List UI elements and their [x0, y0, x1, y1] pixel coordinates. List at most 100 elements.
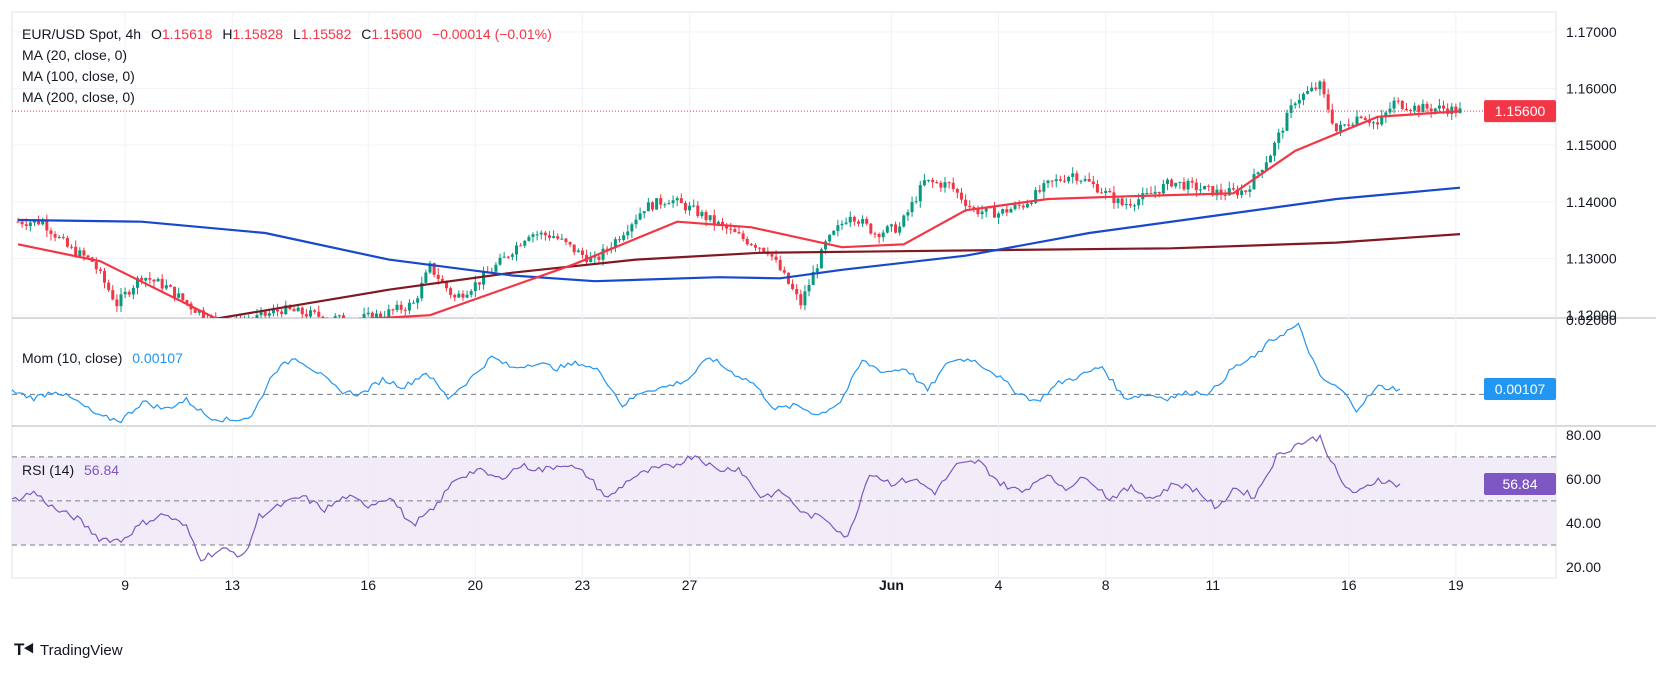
legend-momentum[interactable]: Mom (10, close) 0.00107 — [22, 348, 183, 369]
candle-body — [898, 226, 902, 233]
candle-body — [613, 239, 617, 248]
candle-body — [1273, 142, 1277, 156]
legend-ma200[interactable]: MA (200, close, 0) — [22, 89, 135, 105]
candle-body — [935, 182, 939, 184]
time-tick-label: 13 — [224, 577, 240, 593]
candle-body — [811, 271, 815, 286]
candle-body — [127, 291, 131, 295]
candle-body — [1067, 176, 1071, 182]
candle-body — [1367, 119, 1371, 123]
candle-body — [770, 254, 774, 257]
candle-body — [1252, 174, 1256, 190]
candle-body — [593, 256, 597, 258]
tradingview-brand[interactable]: T⯇ TradingView — [14, 640, 123, 660]
candle-body — [626, 231, 630, 236]
candle-body — [778, 259, 782, 271]
candle-body — [420, 282, 424, 299]
candle-body — [276, 309, 280, 312]
candle-body — [1108, 190, 1112, 193]
ohlc-l-prefix: L — [292, 26, 301, 42]
candle-body — [387, 309, 391, 318]
candle-body — [296, 307, 300, 312]
candle-body — [1149, 193, 1153, 195]
candle-body — [70, 246, 74, 248]
candle-body — [630, 224, 634, 232]
candle-body — [1301, 93, 1305, 100]
candle-body — [317, 311, 321, 317]
time-tick-label: 8 — [1102, 577, 1110, 593]
candle-body — [457, 293, 461, 298]
candle-body — [527, 236, 531, 241]
candle-body — [712, 215, 716, 225]
candle-body — [424, 272, 428, 283]
candle-body — [552, 236, 556, 238]
candle-body — [1248, 189, 1252, 192]
candle-body — [482, 272, 486, 285]
candle-body — [374, 313, 378, 318]
candle-body — [1215, 189, 1219, 196]
candle-body — [832, 230, 836, 235]
candle-body — [1104, 190, 1108, 193]
candle-body — [173, 286, 177, 298]
rsi-value: 56.84 — [84, 462, 120, 478]
legend-ma100[interactable]: MA (100, close, 0) — [22, 68, 135, 84]
candle-body — [1194, 182, 1198, 191]
momentum-line — [11, 322, 1401, 424]
rsi-tick-label: 60.00 — [1566, 471, 1601, 487]
candle-body — [1281, 130, 1285, 133]
candle-body — [1071, 173, 1075, 177]
candle-body — [1198, 189, 1202, 191]
candle-body — [370, 312, 374, 318]
candle-body — [885, 226, 889, 233]
candle-body — [1400, 100, 1404, 109]
time-tick-label: Jun — [879, 577, 904, 593]
candle-body — [568, 242, 572, 245]
candle-body — [560, 238, 564, 240]
candle-body — [601, 248, 605, 260]
candle-body — [753, 245, 757, 248]
ohlc-high: 1.15828 — [232, 26, 284, 42]
candle-body — [498, 257, 502, 265]
candle-body — [733, 229, 737, 233]
time-tick-label: 19 — [1448, 577, 1464, 593]
candle-body — [1079, 180, 1083, 182]
candle-body — [321, 316, 325, 318]
candle-body — [1211, 186, 1215, 196]
candle-body — [477, 282, 481, 285]
candle-body — [708, 215, 712, 220]
candle-body — [704, 212, 708, 220]
candle-body — [939, 182, 943, 188]
price-tick-label: 1.16000 — [1566, 81, 1617, 97]
candle-body — [1450, 106, 1454, 114]
legend-rsi[interactable]: RSI (14) 56.84 — [22, 460, 119, 481]
candle-body — [543, 232, 547, 236]
candle-body — [1005, 209, 1009, 213]
candle-body — [78, 250, 82, 257]
candle-body — [716, 221, 720, 225]
candle-body — [782, 270, 786, 273]
candle-body — [943, 182, 947, 188]
candle-body — [440, 278, 444, 282]
candle-body — [655, 198, 659, 210]
last-price-badge — [1484, 100, 1556, 123]
candle-body — [1425, 103, 1429, 109]
candle-body — [1322, 81, 1326, 95]
candle-body — [235, 320, 238, 326]
candle-body — [494, 264, 498, 272]
candle-body — [547, 235, 551, 238]
candle-body — [135, 277, 139, 288]
candle-body — [1417, 105, 1421, 113]
candle-body — [1359, 116, 1363, 119]
candle-body — [869, 223, 873, 234]
candle-body — [877, 234, 881, 238]
candle-body — [358, 319, 361, 321]
candle-body — [160, 279, 164, 289]
candle-body — [1203, 185, 1207, 190]
candle-body — [1087, 178, 1091, 182]
candle-body — [24, 224, 28, 226]
candle-body — [20, 221, 24, 225]
legend-ma20[interactable]: MA (20, close, 0) — [22, 47, 128, 63]
candle-body — [745, 238, 749, 245]
candle-body — [902, 215, 906, 227]
